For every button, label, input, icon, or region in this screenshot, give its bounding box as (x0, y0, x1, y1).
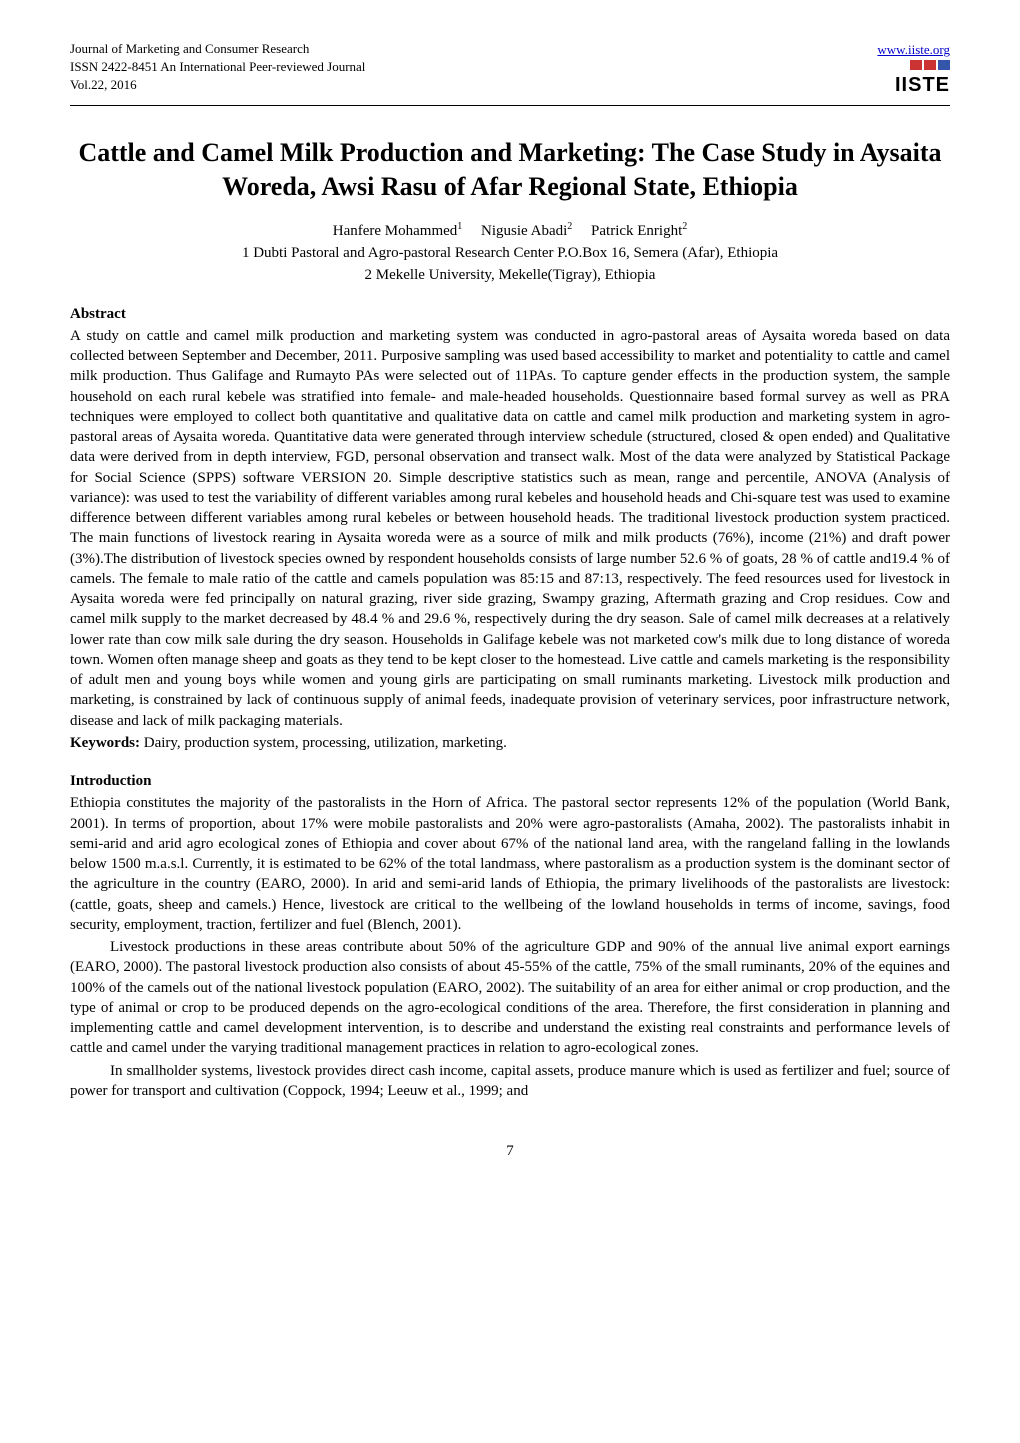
affiliation-2: 2 Mekelle University, Mekelle(Tigray), E… (70, 265, 950, 285)
introduction-heading: Introduction (70, 771, 950, 791)
logo-bar-1 (910, 60, 922, 70)
abstract-text: A study on cattle and camel milk product… (70, 326, 950, 731)
affiliation-1: 1 Dubti Pastoral and Agro-pastoral Resea… (70, 243, 950, 263)
intro-para-2: Livestock productions in these areas con… (70, 937, 950, 1059)
journal-info-block: Journal of Marketing and Consumer Resear… (70, 40, 365, 95)
keywords-line: Keywords: Dairy, production system, proc… (70, 733, 950, 753)
keywords-text: Dairy, production system, processing, ut… (144, 735, 507, 751)
volume-line: Vol.22, 2016 (70, 76, 365, 94)
logo-bars (877, 60, 950, 70)
abstract-heading: Abstract (70, 304, 950, 324)
website-link[interactable]: www.iiste.org (877, 42, 950, 57)
intro-para-3: In smallholder systems, livestock provid… (70, 1061, 950, 1102)
issn-line: ISSN 2422-8451 An International Peer-rev… (70, 58, 365, 76)
page-number: 7 (70, 1141, 950, 1161)
paper-title: Cattle and Camel Milk Production and Mar… (70, 136, 950, 204)
logo-text: IISTE (877, 72, 950, 99)
logo-bar-2 (924, 60, 936, 70)
authors-line: Hanfere Mohammed1 Nigusie Abadi2 Patrick… (70, 220, 950, 241)
keywords-label: Keywords: (70, 735, 144, 751)
intro-para-1: Ethiopia constitutes the majority of the… (70, 793, 950, 935)
header-right-block: www.iiste.org IISTE (877, 40, 950, 99)
journal-name: Journal of Marketing and Consumer Resear… (70, 40, 365, 58)
logo-bar-3 (938, 60, 950, 70)
header-bar: Journal of Marketing and Consumer Resear… (70, 40, 950, 106)
